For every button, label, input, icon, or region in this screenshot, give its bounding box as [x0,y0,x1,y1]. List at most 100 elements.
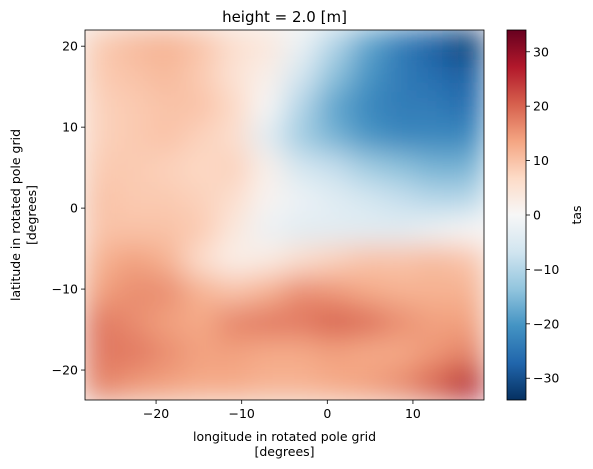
heatmap-cell [250,306,286,340]
heatmap-cell [183,152,219,186]
heatmap-cell [383,183,419,216]
heatmap-cell [117,214,153,247]
heatmap-cell [85,306,120,340]
heatmap-cell [250,152,286,186]
heatmap-cell [350,152,386,186]
heatmap-cell [383,275,419,309]
heatmap-cell [250,337,286,371]
heatmap-cell [85,244,120,278]
y-tick-label: −10 [52,282,78,297]
x-axis-label-line2: [degrees] [254,444,314,459]
heatmap-cell [316,183,352,216]
heatmap-cell [283,30,319,62]
x-tick-label: −20 [143,406,169,421]
heatmap-cell [117,59,153,93]
heatmap-cell [85,30,120,62]
heatmap-cell [316,152,352,186]
heatmap-cell [449,90,484,124]
heatmap-cell [449,244,484,278]
heatmap-cell [350,121,386,155]
heatmap-cell [150,59,186,93]
heatmap-cell [150,152,186,186]
heatmap-cell [449,121,484,155]
heatmap-cell [416,306,452,340]
heatmap-cell [283,306,319,340]
heatmap-cell [416,244,452,278]
heatmap-cell [383,244,419,278]
heatmap-cell [416,90,452,124]
heatmap-cell [283,214,319,247]
colorbar-tick-label: 0 [533,208,541,223]
heatmap-cell [85,59,120,93]
heatmap-cell [383,337,419,371]
heatmap-cell [416,368,452,400]
heatmap-cell [250,214,286,247]
heatmap-cell [217,337,253,371]
heatmap-cell [449,183,484,216]
heatmap-field [85,30,484,400]
heatmap-cell [217,244,253,278]
heatmap-cell [383,306,419,340]
heatmap-cell [283,368,319,400]
heatmap-cell [449,59,484,93]
heatmap-cell [85,90,120,124]
heatmap-cell [217,90,253,124]
heatmap-cell [350,214,386,247]
heatmap-cell [383,214,419,247]
y-tick-label: −20 [52,363,78,378]
heatmap-cell [316,121,352,155]
y-axis-label-line2: [degrees] [24,185,39,245]
heatmap-cell [183,90,219,124]
heatmap-cell [183,368,219,400]
heatmap-cell [183,214,219,247]
heatmap-cell [283,244,319,278]
heatmap-cell [449,275,484,309]
x-tick-label: 10 [405,406,421,421]
heatmap-cell [416,214,452,247]
plot-area [84,29,485,401]
colorbar-label: tas [569,205,584,224]
heatmap-cell [183,244,219,278]
heatmap-cell [150,368,186,400]
colorbar-tick-label: −10 [533,262,559,277]
heatmap-cell [85,337,120,371]
heatmap-cell [283,90,319,124]
plot-frame [84,29,485,401]
colorbar-tick-label: 10 [533,153,549,168]
x-tick-label: −10 [228,406,254,421]
heatmap-cell [350,90,386,124]
heatmap-cell [150,244,186,278]
heatmap-cell [283,183,319,216]
heatmap-cell [217,30,253,62]
heatmap-cell [416,183,452,216]
colorbar-tick-label: −30 [533,371,559,386]
heatmap-cell [383,121,419,155]
x-tick-label: 0 [323,406,331,421]
colorbar-ticks: −30 −20 −10 0 10 20 30 [526,44,559,386]
heatmap-cell [183,183,219,216]
heatmap-cell [283,152,319,186]
heatmap-cell [150,214,186,247]
heatmap-cell [117,30,153,62]
heatmap-cell [316,30,352,62]
heatmap-cell [150,30,186,62]
heatmap-cell [449,306,484,340]
heatmap-cell [316,368,352,400]
chart-title: height = 2.0 [m] [222,8,347,26]
y-axis-label-line1: latitude in rotated pole grid [8,129,23,301]
heatmap-cell [117,306,153,340]
heatmap-cell [283,337,319,371]
heatmap-cell [316,275,352,309]
colorbar-gradient [506,29,527,401]
heatmap-cell [150,121,186,155]
y-tick-label: 0 [70,201,78,216]
heatmap-cell [117,275,153,309]
heatmap-cell [350,368,386,400]
heatmap-cell [449,337,484,371]
heatmap-cell [117,337,153,371]
heatmap-cell [217,368,253,400]
heatmap-cell [449,152,484,186]
x-axis-label-line1: longitude in rotated pole grid [193,429,376,444]
colorbar-tick-label: 20 [533,99,549,114]
